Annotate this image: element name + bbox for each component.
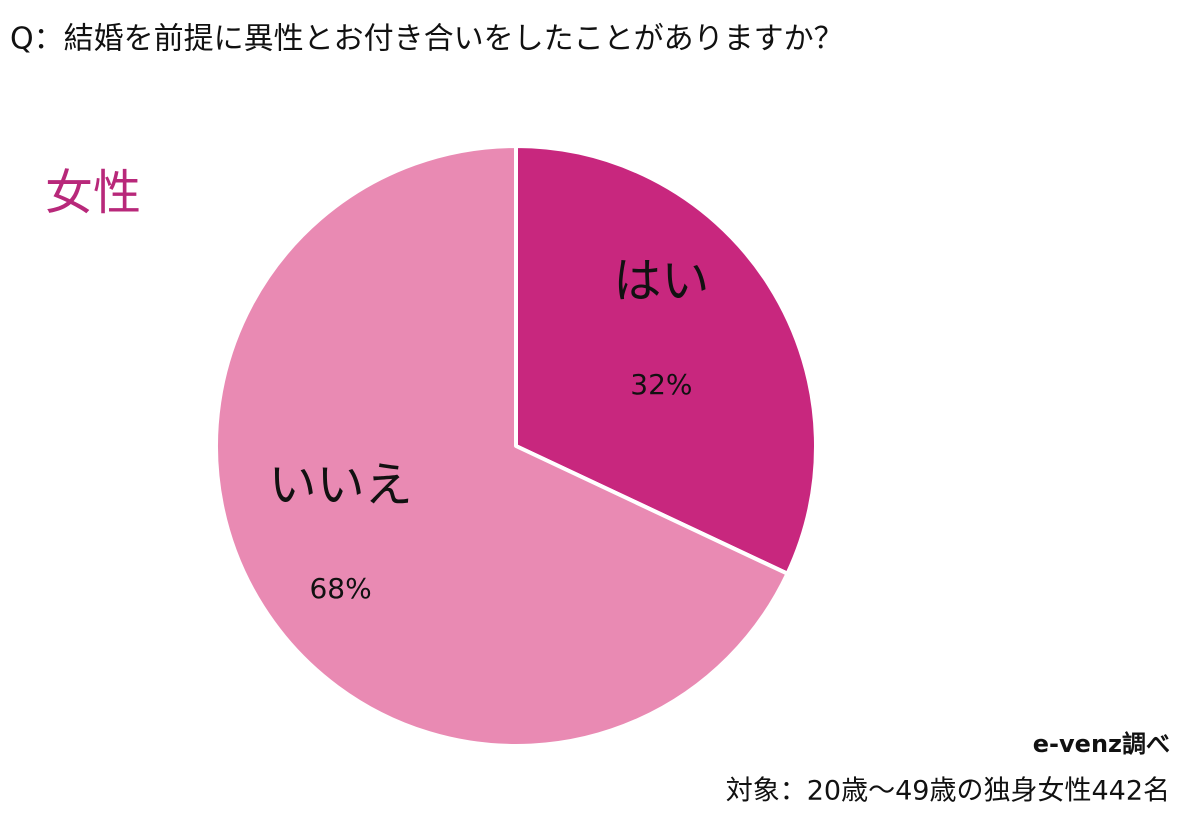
value-label: 32% — [630, 368, 692, 401]
pie-slice — [214, 144, 790, 748]
pie-slice — [514, 144, 818, 576]
slice-label: いいえ — [269, 457, 413, 513]
pie — [214, 144, 818, 748]
note: 対象：20歳〜49歳の独身女性442名 — [726, 776, 1170, 807]
chart-subtitle: 女性 — [45, 165, 141, 221]
source: e-venz調べ — [1033, 730, 1170, 758]
value-label: 68% — [309, 572, 371, 605]
slice-label: はい — [613, 253, 709, 309]
chart-title: Q：結婚を前提に異性とお付き合いをしたことがありますか？ — [10, 22, 844, 57]
